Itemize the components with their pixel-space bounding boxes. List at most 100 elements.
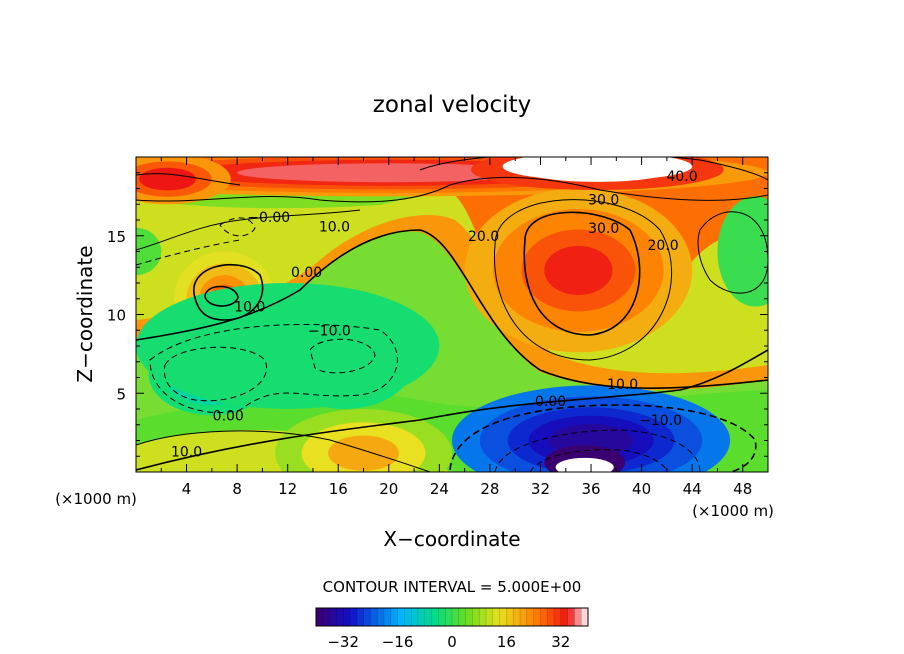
- x-tick-label: 4: [182, 480, 192, 498]
- chart-title: zonal velocity: [373, 92, 531, 118]
- out-of-range-patch: [555, 457, 614, 472]
- colorbar-cell: [567, 608, 575, 626]
- contour-label: −10.0: [639, 413, 682, 429]
- contour-line: [529, 449, 669, 472]
- colorbar-cell: [356, 608, 364, 626]
- contour-label: 10.0: [171, 445, 202, 461]
- contour-label: 30.0: [588, 193, 619, 209]
- colorbar-cell: [316, 608, 323, 626]
- colorbar-cell: [377, 608, 384, 626]
- colorbar-cell: [458, 608, 466, 626]
- contour-label: −0.00: [247, 210, 290, 226]
- contour-line: [697, 211, 768, 294]
- contour-label: 0.00: [213, 408, 244, 424]
- colorbar-cell: [554, 608, 561, 626]
- x-tick-label: 20: [379, 480, 398, 498]
- contour-label: 20.0: [648, 238, 679, 254]
- contour-line: [136, 430, 431, 472]
- contour-line: [136, 173, 241, 186]
- colorbar-cell: [418, 608, 425, 626]
- field-blob: [237, 163, 541, 183]
- contour-line: [149, 323, 398, 414]
- colorbar-cell: [404, 608, 412, 626]
- colorbar-cell: [329, 608, 337, 626]
- colorbar-stripes: [315, 607, 589, 627]
- colorbar-cell: [343, 608, 350, 626]
- field-blob: [136, 283, 440, 409]
- colorbar-cell: [540, 608, 548, 626]
- contour-line: [136, 176, 768, 203]
- contour-labels: 40.0 30.0 30.0 20.0 20.0 −0.00 10.0 0.00 10.0 −10…: [171, 169, 698, 461]
- colorbar-cell: [384, 608, 391, 626]
- colorbar-cell: [424, 608, 432, 626]
- contour-label: −10.0: [308, 323, 351, 339]
- colorbar-cell: [350, 608, 357, 626]
- colorbar-cell: [486, 608, 493, 626]
- field-blob: [139, 167, 197, 191]
- colorbar-cell: [560, 608, 568, 626]
- contour-line: [309, 338, 376, 374]
- colorbar-tick-label: 0: [447, 633, 457, 651]
- colorbar-tick-label: −32: [327, 633, 359, 651]
- x-tick-label: 40: [632, 480, 651, 498]
- colorbar-frame: [315, 607, 589, 627]
- contour-lines: [136, 157, 768, 472]
- colorbar-tick-label: 32: [551, 633, 570, 651]
- colorbar-cell: [411, 608, 418, 626]
- field-blob: [743, 234, 767, 269]
- colorbar-cell: [445, 608, 452, 626]
- contour-label: 10.0: [607, 377, 638, 393]
- field-blob: [328, 435, 399, 471]
- x-tick-label: 28: [480, 480, 499, 498]
- x-tick-label: 16: [329, 480, 348, 498]
- x-tick-label: 24: [430, 480, 449, 498]
- colorbar-cell: [370, 608, 378, 626]
- contour-label: 30.0: [588, 221, 619, 237]
- colorbar-cell: [397, 608, 405, 626]
- contour-line: [493, 199, 673, 361]
- colorbar-cell: [479, 608, 486, 626]
- colorbar-cell: [390, 608, 398, 626]
- colorbar-cell: [452, 608, 459, 626]
- field-blob: [544, 245, 613, 295]
- contour-line: [193, 263, 264, 321]
- colorbar-cell: [581, 608, 588, 626]
- contour-line: [136, 239, 241, 266]
- contour-interval-label: CONTOUR INTERVAL = 5.000E+00: [323, 578, 582, 596]
- contour-line: [419, 157, 768, 181]
- contour-label: 10.0: [319, 219, 350, 235]
- contour-line: [523, 211, 641, 336]
- contour-label: 0.00: [291, 265, 322, 281]
- contour-line: [219, 217, 256, 237]
- colorbar-cell: [520, 608, 527, 626]
- x-unit-label-right: (×1000 m): [692, 502, 774, 520]
- colorbar-cell: [336, 608, 344, 626]
- x-tick-label: 36: [581, 480, 600, 498]
- colorbar-cell: [513, 608, 520, 626]
- velocity-field: [136, 157, 768, 472]
- contour-line: [136, 209, 361, 251]
- y-tick-label: 15: [107, 228, 126, 246]
- x-unit-label-left: (×1000 m): [55, 490, 137, 508]
- colorbar-cell: [526, 608, 534, 626]
- colorbar-cell: [499, 608, 507, 626]
- colorbar-cell: [438, 608, 446, 626]
- out-of-range-patch: [502, 157, 693, 181]
- contour-label: 10.0: [234, 300, 265, 316]
- contour-label: 40.0: [666, 169, 697, 185]
- y-tick-label: 10: [107, 307, 126, 325]
- colorbar-cell: [492, 608, 500, 626]
- colorbar-cell: [363, 608, 371, 626]
- colorbar: −32 −16 0 16 32: [315, 607, 589, 651]
- colorbar-cell: [431, 608, 439, 626]
- y-axis-label: Z−coordinate: [73, 245, 97, 382]
- contour-line: [204, 285, 239, 307]
- field-blob: [136, 227, 162, 276]
- contour-label: 0.00: [535, 394, 566, 410]
- y-tick-label: 5: [116, 385, 126, 403]
- x-tick-label: 8: [232, 480, 242, 498]
- x-tick-label: 48: [733, 480, 752, 498]
- colorbar-ticks: −32 −16 0 16 32: [327, 633, 570, 651]
